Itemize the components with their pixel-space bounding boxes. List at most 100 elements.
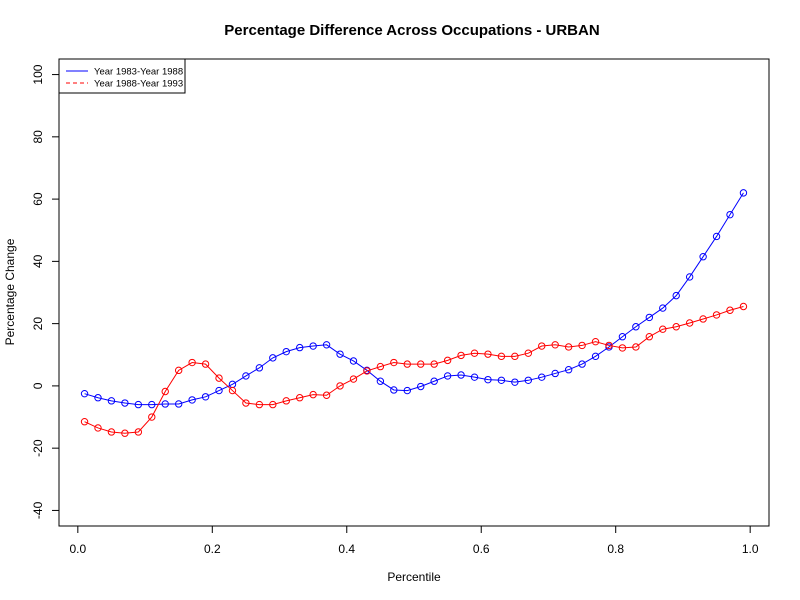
series-1-point <box>282 347 290 356</box>
series-2-point <box>645 333 654 341</box>
series-2-point <box>443 356 452 365</box>
y-tick-label: 60 <box>31 192 45 206</box>
series-2-point <box>174 366 183 375</box>
series-2-point <box>390 358 398 367</box>
series-1-point <box>591 352 600 361</box>
series-1-point <box>739 189 748 197</box>
series-1-point <box>296 343 304 352</box>
series-1-point <box>174 400 183 408</box>
series-2-point <box>605 341 613 350</box>
legend: Year 1983-Year 1988 Year 1988-Year 1993 <box>58 58 186 94</box>
series-2-point <box>739 302 748 311</box>
y-axis: -40 -20 0 20 40 60 80 100 <box>31 64 59 519</box>
series-1-point <box>511 378 519 386</box>
series-1-point <box>457 371 465 379</box>
series-2-point <box>564 343 573 351</box>
series-1-point <box>376 377 385 385</box>
y-tick-label: -20 <box>31 439 45 457</box>
series-2-point <box>282 397 290 405</box>
series-2-point <box>470 349 479 357</box>
y-tick-label: 0 <box>31 382 45 389</box>
series-1-point <box>443 372 452 380</box>
series-2-point <box>524 349 532 357</box>
chart-title: Percentage Difference Across Occupations… <box>224 22 599 39</box>
plot-frame <box>58 58 770 527</box>
series-2-point <box>161 387 169 396</box>
series-1-point <box>632 323 640 331</box>
series-2-point <box>632 343 640 351</box>
series-1-point <box>417 382 425 391</box>
series-2-point <box>309 390 317 399</box>
series-2-point <box>685 319 694 327</box>
series-1-point <box>242 372 250 380</box>
x-tick-label: 0.0 <box>69 542 86 556</box>
series-2-point <box>349 375 358 383</box>
series-1-point <box>215 386 223 395</box>
series-1-point <box>148 400 156 409</box>
series-2-point <box>457 351 465 360</box>
series-1-point <box>712 232 721 241</box>
series-1-point <box>322 341 331 349</box>
series-2-point <box>363 367 371 375</box>
y-tick-label: 80 <box>31 130 45 144</box>
series-2-point <box>269 400 277 409</box>
series-1-point <box>107 397 116 405</box>
series-1-point <box>538 373 546 381</box>
legend-box <box>58 58 186 94</box>
series-1-point <box>672 291 680 300</box>
y-tick-label: 20 <box>31 317 45 331</box>
series-2-point <box>201 360 210 368</box>
series-2-point <box>538 342 546 350</box>
series-1-point <box>80 389 89 398</box>
series-1-point <box>484 375 492 384</box>
series-2-point <box>551 341 559 349</box>
series-1-point <box>336 350 344 358</box>
series-2-point <box>591 337 600 346</box>
series-1-point <box>309 342 317 350</box>
series-2-point <box>148 413 156 421</box>
series-2-point <box>228 386 237 395</box>
y-axis-label: Percentage Change <box>3 238 17 345</box>
series-1-point <box>726 210 734 219</box>
series-2-point <box>417 360 425 368</box>
series-1-point <box>659 304 667 312</box>
series-1-point <box>269 354 277 362</box>
series-2-point <box>672 323 680 331</box>
series-2-point <box>699 315 707 323</box>
y-tick-label: -40 <box>31 501 45 519</box>
series-2-point <box>511 352 519 361</box>
series-2-point <box>376 362 385 371</box>
series-1-point <box>121 399 129 407</box>
series-1-point <box>134 400 143 409</box>
series-2-point <box>296 394 304 402</box>
series-2-point <box>618 344 627 352</box>
x-axis: 0.0 0.2 0.4 0.6 0.8 1.0 <box>69 526 759 556</box>
series-layer <box>80 189 748 437</box>
series-1-point <box>403 386 411 395</box>
legend-label-series-2: Year 1988-Year 1993 <box>94 79 183 90</box>
x-tick-label: 0.6 <box>473 542 490 556</box>
series-1-point <box>430 377 438 385</box>
series-1-point <box>578 360 586 368</box>
series-1-point <box>685 273 694 281</box>
series-1-point <box>645 313 654 322</box>
series-1-point <box>349 357 358 365</box>
x-axis-label: Percentile <box>387 570 441 584</box>
series-1-point <box>188 396 196 404</box>
series-1-point <box>470 373 479 381</box>
series-1-point <box>497 376 506 384</box>
legend-keys <box>66 70 88 84</box>
series-1-point <box>161 400 169 408</box>
series-2-point <box>336 382 344 390</box>
series-1-point <box>564 366 573 374</box>
legend-label-series-1: Year 1983-Year 1988 <box>94 67 183 78</box>
series-2-point <box>80 418 89 426</box>
series-2-point <box>712 311 721 319</box>
series-line-1 <box>84 192 744 406</box>
series-2-point <box>188 358 196 367</box>
series-2-point <box>242 399 250 407</box>
series-1-point <box>94 394 102 402</box>
series-1-point <box>699 252 707 261</box>
y-tick-label: 40 <box>31 254 45 268</box>
